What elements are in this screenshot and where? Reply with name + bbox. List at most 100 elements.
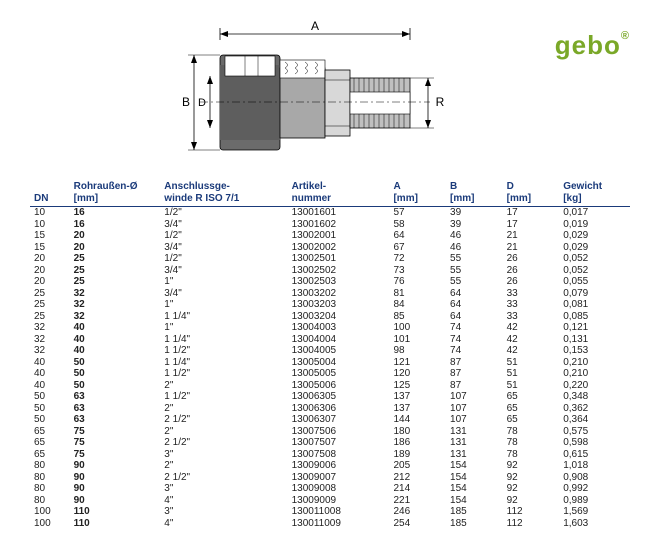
- cell: 64: [389, 230, 446, 242]
- cell: 107: [446, 414, 503, 426]
- cell: 185: [446, 506, 503, 518]
- cell: 50: [70, 357, 161, 369]
- cell: 120: [389, 368, 446, 380]
- cell: 32: [70, 299, 161, 311]
- cell: 0,615: [559, 449, 630, 461]
- cell: 13009009: [288, 495, 390, 507]
- cell: 32: [30, 345, 70, 357]
- cell: 78: [503, 437, 560, 449]
- cell: 55: [446, 276, 503, 288]
- cell: 2 1/2": [160, 414, 287, 426]
- cell: 221: [389, 495, 446, 507]
- cell: 92: [503, 460, 560, 472]
- cell: 4": [160, 518, 287, 530]
- cell: 51: [503, 357, 560, 369]
- spec-table: DNRohraußen-Ø[mm]Anschlussge-winde R ISO…: [30, 180, 630, 529]
- cell: 32: [70, 311, 161, 323]
- cell: 98: [389, 345, 446, 357]
- cell: 107: [446, 391, 503, 403]
- cell: 74: [446, 334, 503, 346]
- cell: 13002503: [288, 276, 390, 288]
- cell: 0,362: [559, 403, 630, 415]
- cell: 189: [389, 449, 446, 461]
- cell: 63: [70, 391, 161, 403]
- cell: 0,085: [559, 311, 630, 323]
- cell: 1": [160, 322, 287, 334]
- table-row: 20253/4"130025027355260,052: [30, 265, 630, 277]
- cell: 13005004: [288, 357, 390, 369]
- table-body: 10161/2"130016015739170,01710163/4"13001…: [30, 207, 630, 530]
- cell: 100: [30, 518, 70, 530]
- cell: 13005006: [288, 380, 390, 392]
- cell: 17: [503, 219, 560, 231]
- cell: 20: [70, 230, 161, 242]
- table-row: 1001104"1300110092541851121,603: [30, 518, 630, 530]
- cell: 26: [503, 253, 560, 265]
- logo-text: gebo: [555, 30, 621, 60]
- table-row: 80902"13009006205154921,018: [30, 460, 630, 472]
- cell: 63: [70, 403, 161, 415]
- cell: 13001601: [288, 207, 390, 219]
- cell: 33: [503, 288, 560, 300]
- cell: 1/2": [160, 253, 287, 265]
- cell: 13006307: [288, 414, 390, 426]
- table-row: 65752"13007506180131780,575: [30, 426, 630, 438]
- cell: 85: [389, 311, 446, 323]
- cell: 20: [30, 253, 70, 265]
- cell: 205: [389, 460, 446, 472]
- cell: 1,603: [559, 518, 630, 530]
- cell: 13007507: [288, 437, 390, 449]
- table-row: 40501 1/2"1300500512087510,210: [30, 368, 630, 380]
- cell: 16: [70, 207, 161, 219]
- cell: 90: [70, 495, 161, 507]
- cell: 0,055: [559, 276, 630, 288]
- cell: 65: [503, 414, 560, 426]
- cell: 20: [30, 265, 70, 277]
- col-header: Anschlussge-winde R ISO 7/1: [160, 180, 287, 207]
- cell: 40: [30, 368, 70, 380]
- cell: 1,569: [559, 506, 630, 518]
- cell: 0,210: [559, 357, 630, 369]
- cell: 13007506: [288, 426, 390, 438]
- cell: 13002001: [288, 230, 390, 242]
- cell: 254: [389, 518, 446, 530]
- col-header: Rohraußen-Ø[mm]: [70, 180, 161, 207]
- cell: 214: [389, 483, 446, 495]
- cell: 39: [446, 219, 503, 231]
- table-row: 40502"1300500612587510,220: [30, 380, 630, 392]
- col-header: D[mm]: [503, 180, 560, 207]
- cell: 76: [389, 276, 446, 288]
- cell: 13003203: [288, 299, 390, 311]
- cell: 32: [30, 334, 70, 346]
- cell: 25: [70, 265, 161, 277]
- cell: 13006305: [288, 391, 390, 403]
- cell: 1 1/2": [160, 391, 287, 403]
- table-row: 25323/4"130032028164330,079: [30, 288, 630, 300]
- cell: 40: [30, 357, 70, 369]
- cell: 65: [30, 426, 70, 438]
- cell: 87: [446, 357, 503, 369]
- cell: 26: [503, 276, 560, 288]
- cell: 0,081: [559, 299, 630, 311]
- cell: 25: [70, 276, 161, 288]
- cell: 90: [70, 483, 161, 495]
- cell: 13002502: [288, 265, 390, 277]
- cell: 0,019: [559, 219, 630, 231]
- dim-label-r: R: [436, 95, 445, 109]
- cell: 154: [446, 460, 503, 472]
- cell: 75: [70, 426, 161, 438]
- cell: 1 1/2": [160, 368, 287, 380]
- cell: 3": [160, 449, 287, 461]
- cell: 130011008: [288, 506, 390, 518]
- table-row: 32401 1/4"1300400410174420,131: [30, 334, 630, 346]
- cell: 13001602: [288, 219, 390, 231]
- cell: 112: [503, 506, 560, 518]
- cell: 32: [70, 288, 161, 300]
- table-row: 32401"1300400310074420,121: [30, 322, 630, 334]
- cell: 64: [446, 311, 503, 323]
- cell: 46: [446, 242, 503, 254]
- table-row: 10163/4"130016025839170,019: [30, 219, 630, 231]
- cell: 0,348: [559, 391, 630, 403]
- cell: 42: [503, 334, 560, 346]
- cell: 0,575: [559, 426, 630, 438]
